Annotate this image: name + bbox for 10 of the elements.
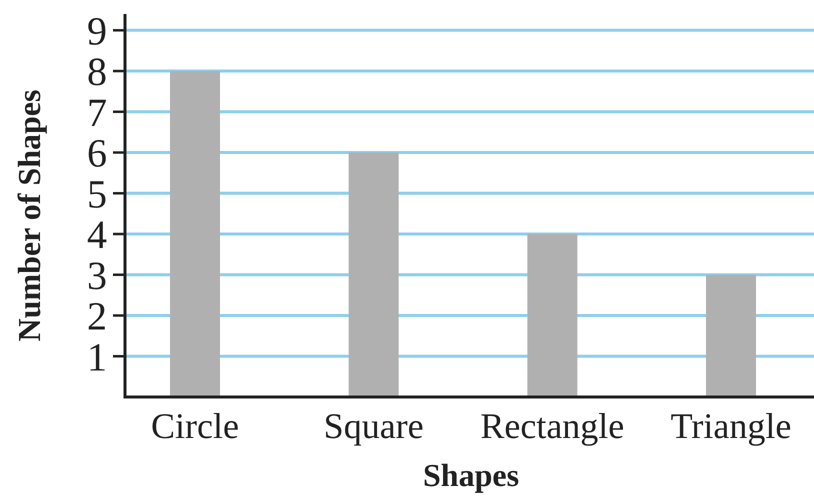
x-tick-label: Square [324, 406, 424, 446]
bar [527, 234, 578, 397]
bar [348, 152, 399, 397]
y-axis-title: Number of Shapes [11, 90, 47, 342]
x-tick-label: Triangle [670, 406, 792, 446]
bar [706, 274, 756, 397]
x-axis-title: Shapes [422, 457, 520, 493]
bar [170, 71, 220, 397]
x-tick-label: Circle [151, 406, 239, 446]
x-tick-label: Rectangle [480, 406, 624, 446]
